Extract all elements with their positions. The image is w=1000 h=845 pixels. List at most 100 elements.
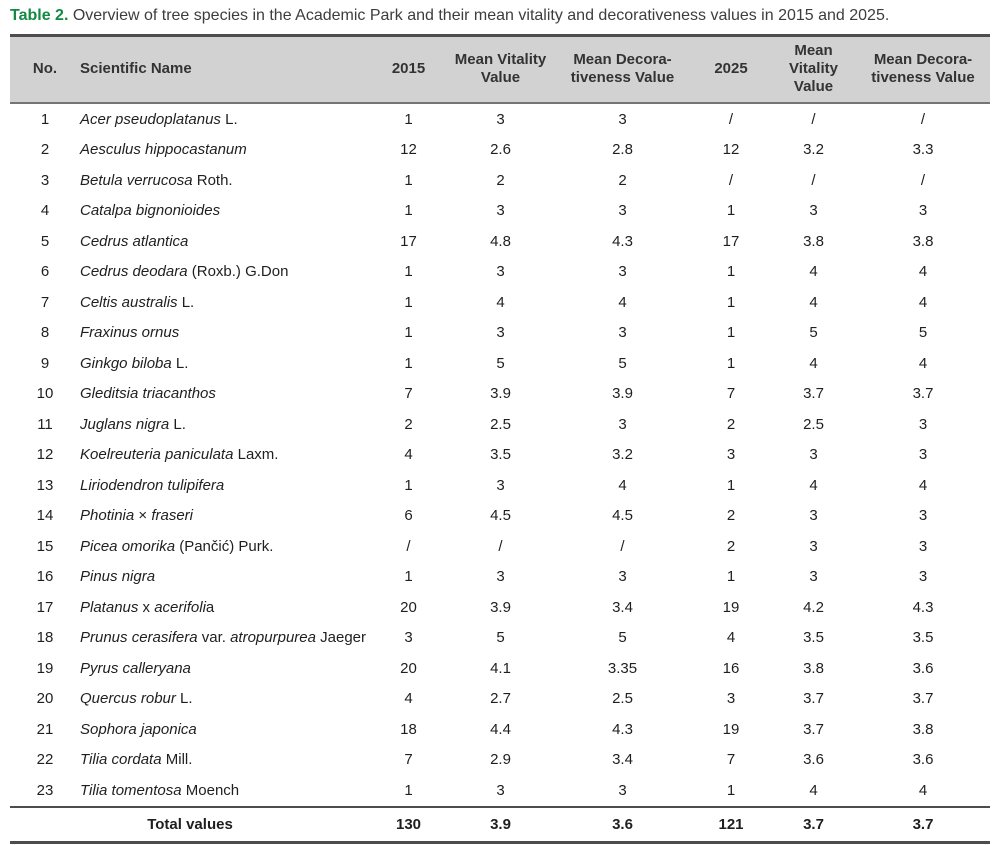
value-cell: 4 — [918, 293, 928, 311]
value-cell: 4 — [918, 781, 928, 799]
species-name-italic-segment: Picea omorika — [80, 537, 176, 555]
species-name-italic-segment: Acer pseudoplatanus — [80, 110, 221, 128]
value-cell: 4 — [726, 629, 736, 647]
header-cell-line: No. — [32, 60, 58, 77]
species-name-italic-segment: Tilia cordata — [80, 751, 162, 769]
value-cell: 20 — [400, 659, 417, 677]
row-number-cell: 13 — [36, 476, 54, 494]
species-name-cell: Aesculus hippocastanum — [80, 135, 370, 166]
total-value-cell: 121 — [691, 805, 771, 844]
value-cell: 4 — [404, 690, 413, 708]
value-cell: 3 — [618, 110, 627, 128]
species-name-cell: Tilia cordata Mill. — [80, 745, 370, 776]
value-cell: 3 — [809, 446, 818, 464]
value-cell: 5 — [618, 354, 627, 372]
row-number-cell: 22 — [36, 751, 54, 769]
table-row: 11 Juglans nigra L. 2 2.5 3 2 2.5 3 — [10, 409, 990, 440]
value-cell: 2 — [726, 537, 736, 555]
value-cell: 6 — [404, 507, 413, 525]
header-cell: 2015 — [370, 34, 447, 104]
value-cell: 3 — [404, 629, 413, 647]
header-cell: Scientific Name — [80, 34, 370, 104]
species-name-cell: Acer pseudoplatanus L. — [80, 103, 370, 135]
value-cell: 1 — [404, 110, 413, 128]
header-cell-line: Mean Decora- — [573, 51, 672, 68]
table-row: 14 Photinia × fraseri 6 4.5 4.5 2 3 3 — [10, 501, 990, 532]
species-name-regular-segment: (Pančić) Purk. — [175, 537, 274, 555]
species-name-italic-segment: Cedrus deodara — [80, 263, 188, 281]
species-name-italic-segment: Fraxinus ornus — [80, 324, 180, 342]
value-cell: 3.6 — [803, 751, 824, 769]
value-cell: 3 — [726, 446, 736, 464]
species-name-italic-segment: Koelreuteria paniculata — [80, 446, 234, 464]
header-cell-line: tiveness Value — [570, 69, 675, 86]
row-number-cell: 14 — [36, 507, 54, 525]
table-caption: Table 2. Overview of tree species in the… — [10, 5, 990, 27]
value-cell: 2 — [618, 171, 627, 189]
value-cell: 3 — [496, 263, 505, 281]
value-cell: 3.8 — [912, 720, 934, 738]
header-cell-line: Mean Vitality — [789, 42, 838, 77]
value-cell: 4 — [809, 781, 818, 799]
species-name-cell: Catalpa bignonioides — [80, 196, 370, 227]
value-cell: 16 — [722, 659, 740, 677]
header-cell-line: 2025 — [714, 60, 748, 77]
total-value-cell: 3.7 — [771, 805, 856, 844]
value-cell: 2 — [404, 415, 413, 433]
value-cell: 3.8 — [803, 232, 824, 250]
species-name-cell: Betula verrucosa Roth. — [80, 165, 370, 196]
header-cell-line: Value — [793, 78, 834, 95]
value-cell: / — [728, 110, 734, 128]
header-cell: Mean Vitality Value — [771, 34, 856, 104]
row-number-cell: 21 — [36, 720, 54, 738]
species-name-cell: Gleditsia triacanthos — [80, 379, 370, 410]
value-cell: 1 — [726, 781, 736, 799]
table-row: 8 Fraxinus ornus 1 3 3 1 5 5 — [10, 318, 990, 349]
value-cell: 7 — [404, 385, 413, 403]
value-cell: 3 — [618, 263, 627, 281]
value-cell: 3.35 — [607, 659, 638, 677]
value-cell: 2.9 — [490, 751, 511, 769]
species-name-italic-segment: acerifoli — [154, 598, 206, 616]
species-name-italic-segment: atropurpurea — [230, 629, 316, 647]
total-value-cell: 3.9 — [447, 805, 554, 844]
header-cell-line: tiveness Value — [871, 69, 975, 86]
species-name-cell: Platanus x acerifolia — [80, 592, 370, 623]
table-row: 18 Prunus cerasifera var. atropurpurea Ja… — [10, 623, 990, 654]
value-cell: / — [920, 171, 926, 189]
value-cell: 7 — [726, 385, 736, 403]
value-cell: 4 — [618, 293, 627, 311]
value-cell: 1 — [404, 263, 413, 281]
table-row: 12 Koelreuteria paniculata Laxm. 4 3.5 3.2 3 3… — [10, 440, 990, 471]
table-row: 16 Pinus nigra 1 3 3 1 3 3 — [10, 562, 990, 593]
value-cell: 3 — [918, 415, 928, 433]
value-cell: 3.4 — [612, 751, 633, 769]
species-name-italic-segment: Quercus robur — [80, 690, 176, 708]
row-number-cell: 15 — [36, 537, 54, 555]
species-name-italic-segment: Pyrus calleryana — [80, 659, 191, 677]
header-cell-line: Value — [480, 69, 521, 86]
value-cell: 4 — [809, 263, 818, 281]
value-cell: 3 — [618, 781, 627, 799]
value-cell: 3.9 — [612, 385, 633, 403]
value-cell: 3 — [496, 568, 505, 586]
species-name-italic-segment: Betula verrucosa — [80, 171, 193, 189]
value-cell: 2 — [726, 507, 736, 525]
value-cell: 4.5 — [490, 507, 511, 525]
value-cell: 1 — [726, 293, 736, 311]
species-name-regular-segment: L. — [171, 354, 189, 372]
value-cell: 4 — [404, 446, 413, 464]
species-name-italic-segment: Ginkgo biloba — [80, 354, 172, 372]
value-cell: 3.5 — [490, 446, 511, 464]
row-number-cell: 4 — [40, 202, 50, 220]
table-caption-label: Table 2. — [10, 7, 69, 24]
value-cell: 3.3 — [912, 141, 934, 159]
species-name-italic-segment: Sophora japonica — [80, 720, 197, 738]
value-cell: 4 — [809, 293, 818, 311]
species-name-regular-segment: Roth. — [192, 171, 233, 189]
row-number-cell: 18 — [36, 629, 54, 647]
row-number-cell: 10 — [36, 385, 54, 403]
page: Table 2. Overview of tree species in the… — [10, 0, 990, 844]
value-cell: 4.3 — [912, 598, 934, 616]
table-row: 15 Picea omorika (Pančić) Purk. / / / 2 3 3 — [10, 531, 990, 562]
